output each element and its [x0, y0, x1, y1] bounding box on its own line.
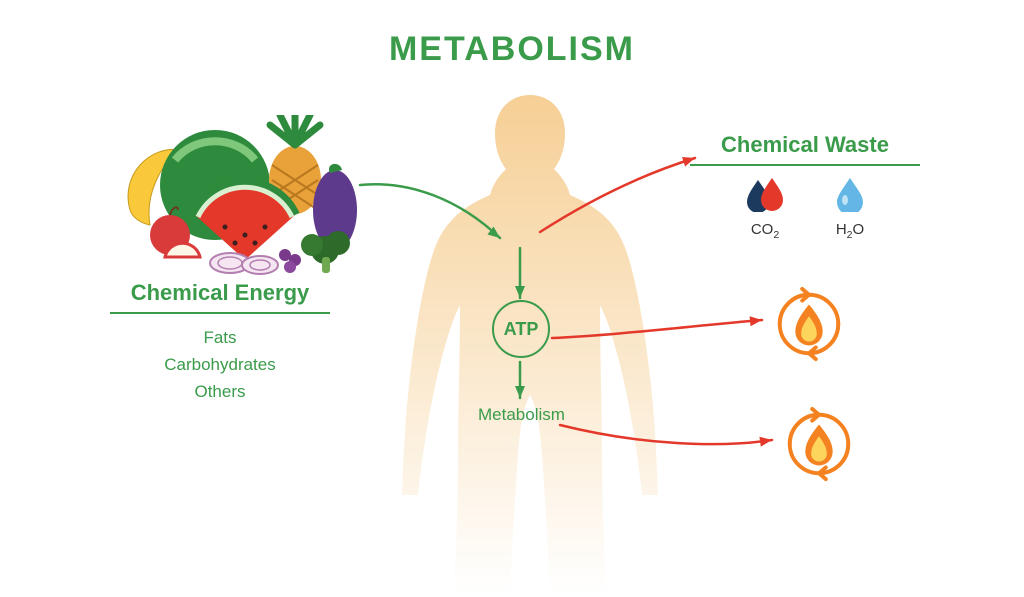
arrows-layer: [0, 0, 1024, 597]
fire-cycle-icon: [780, 405, 858, 488]
fire-cycle-icon: [770, 285, 848, 368]
